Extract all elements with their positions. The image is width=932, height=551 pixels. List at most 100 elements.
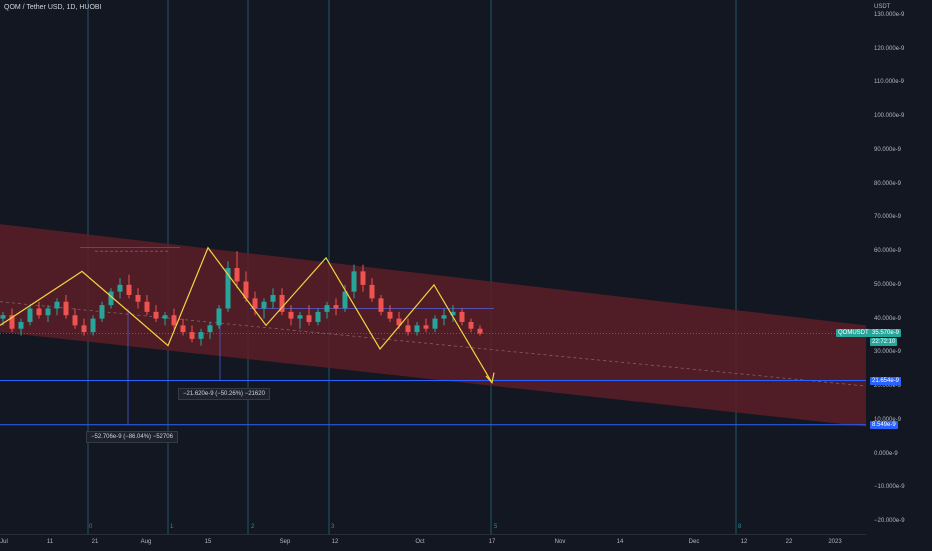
candle-body	[18, 321, 24, 329]
candle-body	[0, 315, 6, 319]
symbol-tag: QOMUSDT	[836, 329, 871, 337]
time-tick: 21	[91, 539, 99, 545]
candle-body	[189, 332, 195, 339]
candle-body	[207, 325, 213, 333]
measurement-label-1: −52.706e-9 (−86.04%) −52706	[86, 431, 178, 443]
candle-body	[405, 325, 411, 333]
candle-body	[216, 308, 222, 326]
price-tick: 40.000e-9	[874, 315, 902, 322]
candle-body	[477, 328, 483, 334]
cycle-label-5: 5	[494, 524, 498, 530]
candle-body	[441, 315, 447, 319]
price-tick: 50.000e-9	[874, 281, 902, 288]
candle-body	[423, 325, 429, 329]
measurement-label-2: −21.620e-9 (−50.26%) −21620	[178, 388, 270, 400]
candle-body	[297, 315, 303, 319]
price-tick: 80.000e-9	[874, 180, 902, 187]
time-tick: 17	[488, 539, 496, 545]
time-tick: 12	[740, 539, 748, 545]
candle-body	[306, 315, 312, 322]
candle-body	[459, 311, 465, 322]
price-tick: 70.000e-9	[874, 214, 902, 221]
time-tick: 14	[616, 539, 624, 545]
price-tick: 0.000e-9	[874, 450, 898, 457]
price-tick: 110.000e-9	[874, 79, 904, 86]
candle-body	[36, 308, 42, 316]
candle-body	[270, 294, 276, 302]
chart-title: QOM / Tether USD, 1D, HUOBI	[4, 4, 102, 11]
candle-body	[144, 301, 150, 312]
candle-body	[81, 325, 87, 333]
price-scale[interactable]: USDT 130.000e-9 120.000e-9 110.000e-9 100.0…	[866, 0, 932, 534]
price-tick: −10.000e-9	[874, 484, 905, 491]
channel-midline	[0, 301, 866, 387]
time-tick: Oct	[415, 539, 425, 545]
candle-body	[387, 311, 393, 319]
time-scale[interactable]: Jul 11 21 Aug 15 Sep 12 Oct 17 Nov 14 Dec 12 22 2023	[0, 534, 866, 551]
candle-body	[153, 311, 159, 319]
candle-body	[342, 291, 348, 309]
price-tick: 90.000e-9	[874, 146, 902, 153]
cycle-label-2: 2	[251, 524, 255, 530]
countdown-tag: 22:72:10	[870, 338, 898, 346]
candle-body	[99, 305, 105, 319]
candle-body	[360, 271, 366, 285]
time-tick: 12	[331, 539, 339, 545]
candle-body	[378, 298, 384, 312]
price-tick: 130.000e-9	[874, 12, 905, 18]
candle-body	[162, 315, 168, 319]
candle-body	[324, 305, 330, 312]
candle-body	[468, 321, 474, 329]
candle-body	[414, 325, 420, 333]
time-tick: Nov	[554, 539, 566, 545]
candle-body	[369, 284, 375, 299]
time-tick: Jul	[0, 539, 8, 545]
candle-body	[333, 305, 339, 309]
candle-body	[126, 284, 132, 295]
candle-body	[63, 301, 69, 316]
time-tick: Dec	[688, 539, 700, 545]
candle-body	[135, 294, 141, 302]
price-tick: −20.000e-9	[874, 518, 905, 524]
price-unit: USDT	[874, 4, 891, 10]
cycle-label-0: 0	[89, 524, 93, 530]
candle-body	[450, 311, 456, 316]
pattern-arrowhead	[485, 372, 495, 384]
time-tick: Aug	[140, 539, 152, 545]
candle-body	[315, 311, 321, 322]
level-upper-tag: 21.654e-9	[870, 377, 902, 385]
candle-body	[351, 271, 357, 292]
price-tick: 10.000e-9	[874, 416, 902, 423]
candle-body	[243, 281, 249, 299]
time-tick: Sep	[279, 539, 291, 545]
last-price-tag: 35.570e-9	[870, 329, 902, 337]
chart-plot[interactable]	[0, 0, 866, 534]
candle-body	[261, 301, 267, 309]
candle-body	[225, 268, 231, 309]
time-tick: 15	[204, 539, 212, 545]
time-tick: 22	[785, 539, 793, 545]
candle-body	[108, 291, 114, 306]
candle-body	[117, 284, 123, 292]
candle-body	[396, 318, 402, 326]
level-lower-tag: 8.549e-9	[870, 421, 898, 429]
price-tick: 20.000e-9	[874, 383, 902, 390]
candle-body	[252, 298, 258, 309]
candle-body	[288, 311, 294, 319]
cycle-label-1: 1	[170, 524, 174, 530]
price-tick: 120.000e-9	[874, 45, 905, 52]
candle-body	[90, 318, 96, 333]
candle-body	[27, 308, 33, 322]
candle-body	[72, 315, 78, 326]
candle-body	[198, 332, 204, 339]
candle-body	[54, 301, 60, 309]
cycle-label-8: 8	[738, 524, 742, 530]
candle-body	[279, 294, 285, 312]
price-tick: 60.000e-9	[874, 248, 902, 255]
candle-body	[432, 318, 438, 329]
pattern-zigzag	[0, 246, 493, 383]
candle-body	[45, 308, 51, 316]
candle-body	[9, 315, 15, 329]
candle-body	[171, 315, 177, 326]
cycle-label-3: 3	[331, 524, 335, 530]
